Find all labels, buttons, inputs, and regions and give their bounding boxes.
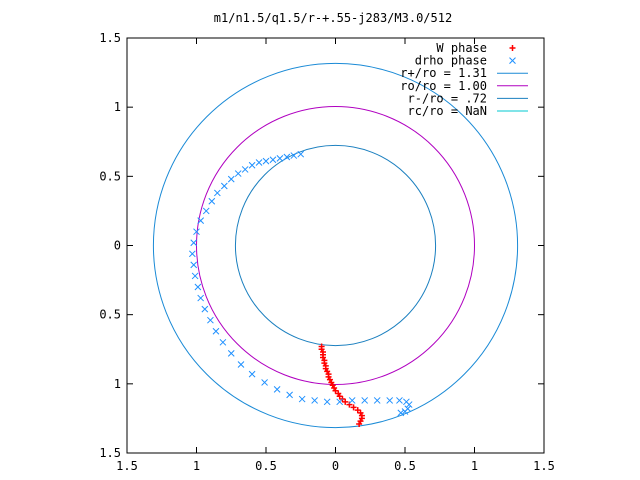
drho-phase-point <box>348 397 356 404</box>
drho-phase-point <box>197 217 205 224</box>
drho-phase-point <box>397 409 405 417</box>
x-tick-label: 1.5 <box>116 459 138 473</box>
drho-phase-point <box>188 250 196 258</box>
drho-phase-point <box>283 153 291 161</box>
drho-phase-point <box>298 395 306 403</box>
legend-label: W phase <box>436 41 487 55</box>
drho-phase-point <box>297 150 305 158</box>
drho-phase-point <box>396 397 403 404</box>
drho-phase-point <box>234 170 242 177</box>
x-tick-label: 0.5 <box>394 459 416 473</box>
legend-label: ro/ro = 1.00 <box>400 79 487 93</box>
drho-phase-point <box>237 361 245 368</box>
radius-circle <box>152 62 519 429</box>
legend-marker <box>509 45 516 51</box>
drho-phase-point <box>241 166 249 173</box>
w-phase-point <box>342 398 349 405</box>
x-tick-label: 1 <box>471 459 478 473</box>
drho-phase-point <box>261 379 268 386</box>
drho-phase-point <box>227 175 235 183</box>
drho-phase-point <box>190 239 198 247</box>
drho-phase-point <box>401 408 409 415</box>
drho-phase-point <box>220 182 228 190</box>
y-tick-label: 1.5 <box>99 31 121 45</box>
drho-phase-point <box>373 397 381 404</box>
radius-circle <box>234 144 437 347</box>
w-phase-point <box>336 393 343 400</box>
x-tick-label: 1.5 <box>533 459 555 473</box>
w-phase-point <box>354 407 361 414</box>
drho-phase-point <box>197 294 205 302</box>
drho-phase-point <box>202 207 210 215</box>
y-tick-label: 1 <box>114 377 121 391</box>
drho-phase-point <box>276 154 284 162</box>
x-tick-label: 1 <box>193 459 200 473</box>
drho-phase-point <box>193 228 200 236</box>
x-tick-label: 0.5 <box>255 459 277 473</box>
w-phase-point <box>350 404 357 411</box>
drho-phase-point <box>386 397 394 404</box>
drho-phase-point <box>208 197 216 205</box>
y-tick-label: 0 <box>114 239 121 253</box>
drho-phase-point <box>213 189 221 197</box>
drho-phase-point <box>219 338 227 346</box>
legend-label: r+/ro = 1.31 <box>400 66 487 80</box>
drho-phase-point <box>286 391 293 399</box>
drho-phase-point <box>207 316 214 324</box>
y-tick-label: 0.5 <box>99 169 121 183</box>
axes: 1.5 1 0.5 0 0.5 1 1.51.510.500.511.5 <box>99 31 555 473</box>
drho-phase-point <box>212 327 220 335</box>
legend-label: rc/ro = NaN <box>408 104 487 118</box>
drho-phase-point <box>269 156 277 164</box>
chart-title: m1/n1.5/q1.5/r-+.55-j283/M3.0/512 <box>214 11 452 25</box>
series-points <box>188 150 413 417</box>
plot-area <box>152 62 519 429</box>
drho-phase-point <box>194 283 202 291</box>
legend-label: drho phase <box>415 54 487 68</box>
drho-phase-point <box>201 305 209 313</box>
drho-phase-point <box>336 398 344 406</box>
y-tick-label: 1 <box>114 100 121 114</box>
drho-phase-point <box>248 161 256 169</box>
drho-phase-point <box>262 157 270 165</box>
y-tick-label: 1.5 <box>99 446 121 460</box>
drho-phase-point <box>311 397 319 404</box>
drho-phase-point <box>255 159 263 166</box>
drho-phase-point <box>405 401 413 408</box>
drho-phase-point <box>248 370 256 378</box>
drho-phase-point <box>323 398 331 406</box>
drho-phase-point <box>290 152 298 159</box>
drho-phase-point <box>273 386 281 393</box>
drho-phase-point <box>361 397 369 404</box>
y-tick-label: 0.5 <box>99 308 121 322</box>
w-phase-point <box>332 387 339 394</box>
w-phase-point <box>356 420 363 427</box>
drho-phase-point <box>191 272 199 280</box>
drho-phase-point <box>190 261 198 269</box>
legend-label: r-/ro = .72 <box>408 91 487 105</box>
x-tick-label: 0 <box>332 459 339 473</box>
legend-marker <box>509 57 516 64</box>
drho-phase-point <box>227 350 235 357</box>
